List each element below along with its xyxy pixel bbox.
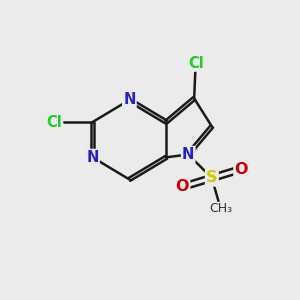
Text: S: S <box>206 170 218 185</box>
Text: CH₃: CH₃ <box>209 202 232 215</box>
Text: O: O <box>176 179 189 194</box>
Text: N: N <box>86 150 99 165</box>
Text: O: O <box>235 162 248 177</box>
Text: Cl: Cl <box>46 115 62 130</box>
Text: N: N <box>182 147 194 162</box>
Text: Cl: Cl <box>188 56 203 70</box>
Text: N: N <box>123 92 136 107</box>
